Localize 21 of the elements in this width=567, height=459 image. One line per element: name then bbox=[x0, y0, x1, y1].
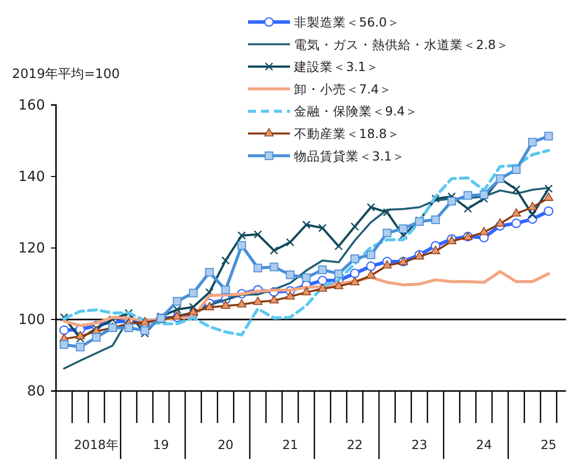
y-tick-label: 140 bbox=[18, 168, 45, 185]
legend-label: 建設業＜3.1＞ bbox=[293, 59, 379, 74]
y-axis-title: 2019年平均=100 bbox=[12, 67, 120, 82]
x-tick-label: 20 bbox=[218, 437, 234, 452]
x-tick-label: 21 bbox=[282, 437, 298, 452]
x-tick-label: 2018年 bbox=[74, 437, 119, 452]
y-tick-label: 80 bbox=[27, 383, 45, 400]
legend-label: 非製造業＜56.0＞ bbox=[294, 14, 400, 30]
y-tick-label: 120 bbox=[18, 240, 45, 256]
x-tick-label: 22 bbox=[346, 437, 363, 452]
legend-label: 不動産業＜18.8＞ bbox=[294, 126, 400, 141]
legend-label: 電気・ガス・熱供給・水道業＜2.8＞ bbox=[294, 36, 509, 52]
legend-label: 卸・小売＜7.4＞ bbox=[294, 81, 392, 96]
legend-label: 金融・保険業＜9.4＞ bbox=[294, 104, 418, 119]
x-tick-label: 25 bbox=[540, 437, 557, 452]
x-tick-label: 19 bbox=[153, 437, 169, 452]
legend-label: 物品賃貸業＜3.1＞ bbox=[294, 148, 405, 164]
y-tick-label: 100 bbox=[18, 312, 45, 328]
x-tick-label: 24 bbox=[476, 437, 492, 452]
x-tick-label: 23 bbox=[411, 437, 428, 452]
y-tick-label: 160 bbox=[18, 97, 45, 114]
